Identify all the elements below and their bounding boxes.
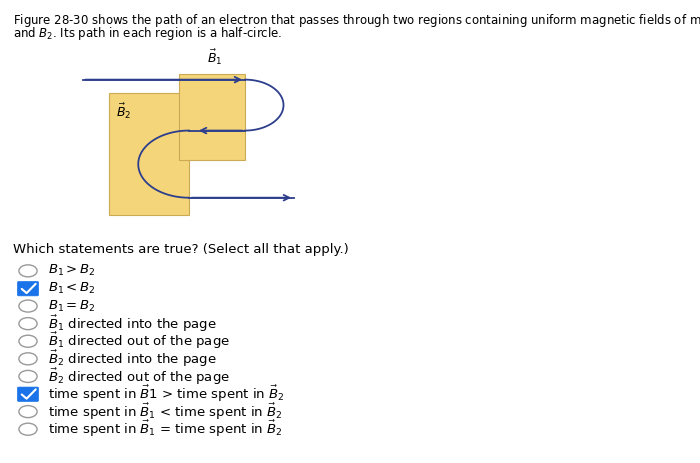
Text: $\vec{B}_2$ directed into the page: $\vec{B}_2$ directed into the page xyxy=(48,349,216,369)
Text: $B_1 = B_2$: $B_1 = B_2$ xyxy=(48,299,95,313)
Text: $B_1 < B_2$: $B_1 < B_2$ xyxy=(48,281,95,296)
Text: $B_1 > B_2$: $B_1 > B_2$ xyxy=(48,263,95,278)
Text: time spent in $\vec{B}$1 > time spent in $\vec{B}_2$: time spent in $\vec{B}$1 > time spent in… xyxy=(48,384,284,404)
Text: $\vec{B}_2$: $\vec{B}_2$ xyxy=(116,102,131,121)
Text: and $B_2$. Its path in each region is a half-circle.: and $B_2$. Its path in each region is a … xyxy=(13,25,282,43)
FancyBboxPatch shape xyxy=(18,387,38,401)
FancyBboxPatch shape xyxy=(18,282,38,296)
Text: Figure 28-30 shows the path of an electron that passes through two regions conta: Figure 28-30 shows the path of an electr… xyxy=(13,12,700,29)
Text: time spent in $\vec{B}_1$ < time spent in $\vec{B}_2$: time spent in $\vec{B}_1$ < time spent i… xyxy=(48,401,282,422)
FancyBboxPatch shape xyxy=(108,93,189,215)
Text: $\vec{B}_1$ directed into the page: $\vec{B}_1$ directed into the page xyxy=(48,313,216,334)
FancyBboxPatch shape xyxy=(178,74,245,160)
Text: $\vec{B}_1$: $\vec{B}_1$ xyxy=(207,48,223,67)
Text: $\vec{B}_2$ directed out of the page: $\vec{B}_2$ directed out of the page xyxy=(48,366,230,387)
Text: Which statements are true? (Select all that apply.): Which statements are true? (Select all t… xyxy=(13,243,349,256)
Text: $\vec{B}_1$ directed out of the page: $\vec{B}_1$ directed out of the page xyxy=(48,331,230,351)
Text: time spent in $\vec{B}_1$ = time spent in $\vec{B}_2$: time spent in $\vec{B}_1$ = time spent i… xyxy=(48,419,282,439)
